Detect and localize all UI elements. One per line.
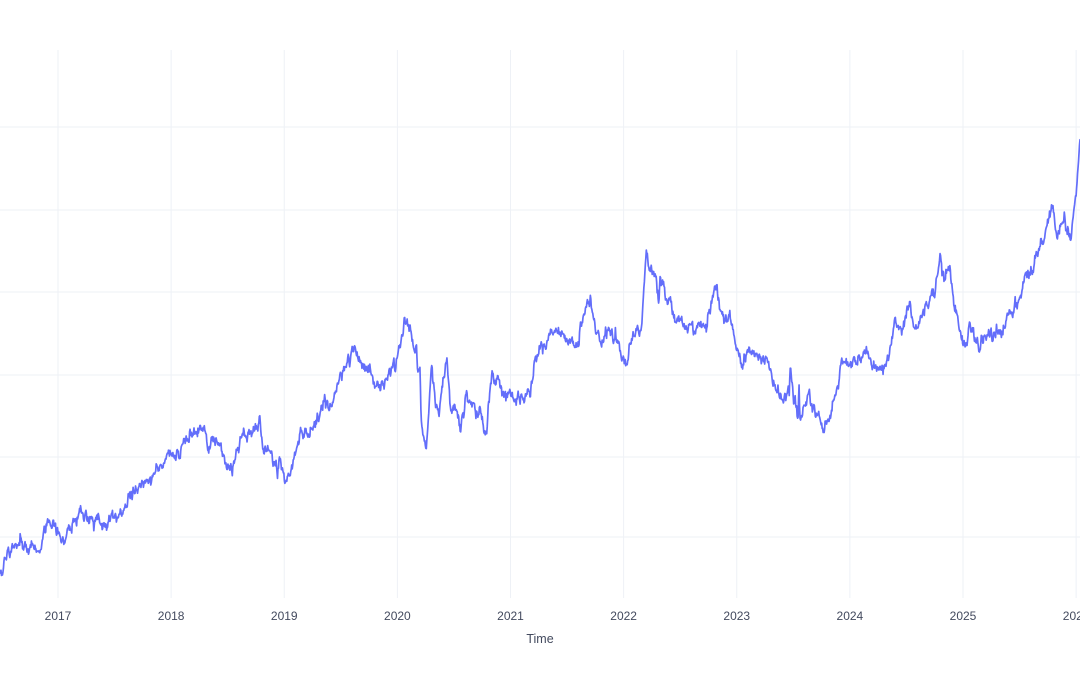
svg-text:2022: 2022 <box>610 609 637 623</box>
svg-text:2026: 2026 <box>1063 609 1080 623</box>
svg-text:2025: 2025 <box>950 609 977 623</box>
svg-text:2020: 2020 <box>384 609 411 623</box>
svg-text:2019: 2019 <box>271 609 298 623</box>
svg-text:Time: Time <box>526 632 553 646</box>
svg-text:2023: 2023 <box>723 609 750 623</box>
svg-text:2018: 2018 <box>158 609 185 623</box>
svg-text:2021: 2021 <box>497 609 524 623</box>
svg-text:2017: 2017 <box>45 609 72 623</box>
svg-text:2024: 2024 <box>837 609 864 623</box>
